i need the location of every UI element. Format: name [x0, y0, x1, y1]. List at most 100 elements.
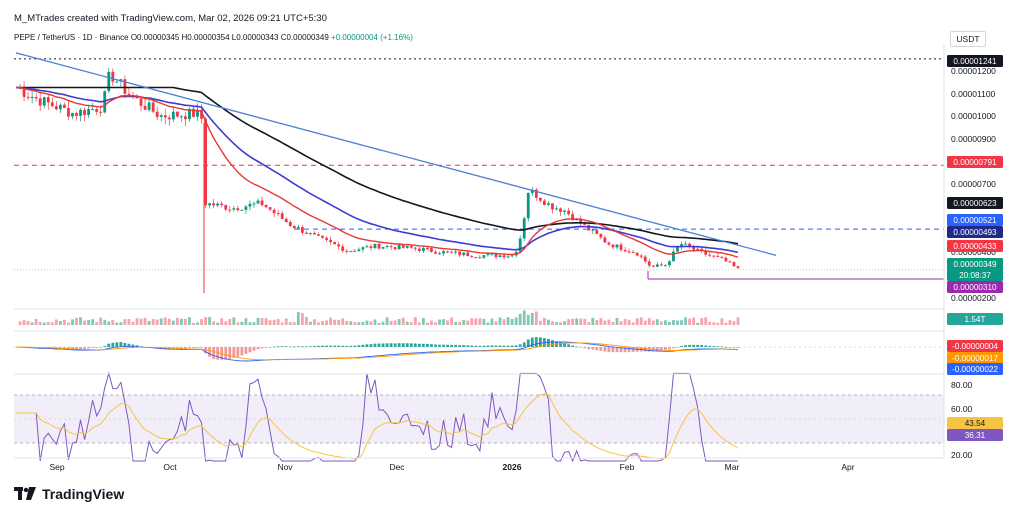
- candle-body: [583, 223, 587, 225]
- macd-histogram-bar: [575, 346, 579, 348]
- volume-bar: [95, 322, 99, 325]
- currency-selector[interactable]: USDT: [950, 31, 986, 47]
- volume-bar: [478, 318, 482, 325]
- price-tag: 0.00000791: [953, 158, 997, 167]
- candle-body: [115, 81, 119, 83]
- macd-histogram-bar: [688, 344, 692, 347]
- volume-bar: [67, 322, 70, 325]
- volume-bar: [708, 321, 712, 325]
- macd-histogram-bar: [300, 346, 304, 348]
- volume-bar: [454, 321, 458, 325]
- macd-histogram-bar: [341, 345, 345, 347]
- candle-body: [405, 245, 409, 248]
- macd-histogram-bar: [454, 344, 458, 347]
- candle-body: [179, 116, 183, 118]
- macd-histogram-bar: [224, 347, 228, 360]
- macd-histogram-bar: [71, 347, 74, 350]
- macd-histogram-bar: [260, 347, 264, 349]
- candle-body: [30, 97, 34, 99]
- macd-histogram-bar: [212, 347, 216, 359]
- macd-histogram-bar: [361, 344, 365, 347]
- volume-bar: [87, 319, 91, 325]
- candle-body: [276, 213, 280, 215]
- macd-histogram-bar: [486, 345, 490, 347]
- volume-bar: [143, 317, 147, 325]
- volume-bar: [123, 319, 127, 325]
- candle-body: [337, 244, 341, 247]
- candle-body: [365, 246, 369, 248]
- price-tag-bg: [947, 269, 1003, 281]
- candle-body: [551, 203, 554, 210]
- candle-body: [184, 116, 187, 120]
- candle-body: [538, 197, 542, 201]
- macd-histogram-bar: [490, 345, 494, 347]
- ohlc-values: O0.00000345 H0.00000354 L0.00000343 C0.0…: [130, 33, 329, 42]
- macd-histogram-bar: [611, 347, 615, 353]
- candle-body: [474, 257, 478, 259]
- volume-bar: [309, 321, 312, 325]
- macd-histogram-bar: [208, 347, 212, 357]
- macd-histogram-bar: [599, 347, 603, 351]
- macd-histogram-bar: [188, 347, 191, 349]
- candle-body: [571, 214, 575, 221]
- candle-body: [559, 208, 562, 212]
- macd-histogram-bar: [518, 344, 522, 347]
- candle-body: [280, 213, 284, 219]
- macd-histogram-bar: [365, 344, 369, 347]
- volume-bar: [526, 314, 530, 325]
- volume-bar: [676, 320, 679, 325]
- macd-histogram-bar: [538, 337, 542, 347]
- candle-body: [627, 251, 631, 253]
- candle-body: [393, 247, 397, 250]
- volume-bar: [413, 317, 417, 325]
- volume-bar: [716, 322, 720, 325]
- volume-bar: [119, 322, 123, 325]
- volume-bar: [732, 321, 736, 325]
- macd-histogram-bar: [345, 345, 349, 347]
- macd-histogram-bar: [571, 345, 575, 347]
- volume-bar: [264, 318, 268, 325]
- volume-bar: [534, 311, 538, 325]
- price-tick-label: 0.00001000: [951, 111, 996, 121]
- candle-body: [534, 189, 538, 198]
- time-tick-label: Oct: [163, 462, 177, 472]
- macd-histogram-bar: [502, 345, 506, 347]
- macd-histogram-bar: [309, 346, 312, 347]
- candle-body: [212, 203, 216, 206]
- candle-body: [490, 253, 494, 255]
- time-tick-label: 2026: [503, 462, 522, 472]
- volume-bar: [498, 317, 502, 325]
- volume-bar: [103, 319, 107, 325]
- candle-body: [296, 227, 300, 229]
- volume-bar: [373, 319, 377, 325]
- macd-histogram-bar: [393, 343, 397, 347]
- macd-histogram-bar: [79, 347, 82, 350]
- volume-bar: [547, 319, 550, 325]
- volume-bar: [288, 322, 292, 325]
- candle-body: [373, 243, 377, 249]
- volume-bar: [71, 319, 74, 325]
- candle-body: [75, 112, 78, 116]
- candle-body: [676, 246, 679, 252]
- candle-body: [22, 88, 26, 97]
- brand-name: TradingView: [42, 486, 125, 502]
- volume-bar: [506, 317, 510, 325]
- macd-histogram-bar: [534, 337, 538, 347]
- price-tag: 0.00000623: [953, 199, 997, 208]
- macd-histogram-bar: [607, 347, 611, 352]
- candle-body: [377, 243, 381, 249]
- author-line: M_MTrades created with TradingView.com, …: [14, 13, 327, 24]
- candle-body: [95, 108, 99, 112]
- macd-histogram-bar: [192, 347, 195, 349]
- candle-body: [361, 247, 365, 250]
- volume-bar: [458, 321, 462, 325]
- symbol-title[interactable]: PEPE / TetherUS · 1D · Binance: [14, 33, 129, 42]
- macd-histogram-bar: [663, 347, 667, 351]
- volume-bar: [163, 317, 167, 325]
- volume-bar: [438, 319, 441, 325]
- volume-bar: [510, 318, 514, 325]
- volume-bar: [252, 322, 256, 325]
- macd-histogram-bar: [296, 346, 300, 348]
- volume-bar: [155, 319, 159, 325]
